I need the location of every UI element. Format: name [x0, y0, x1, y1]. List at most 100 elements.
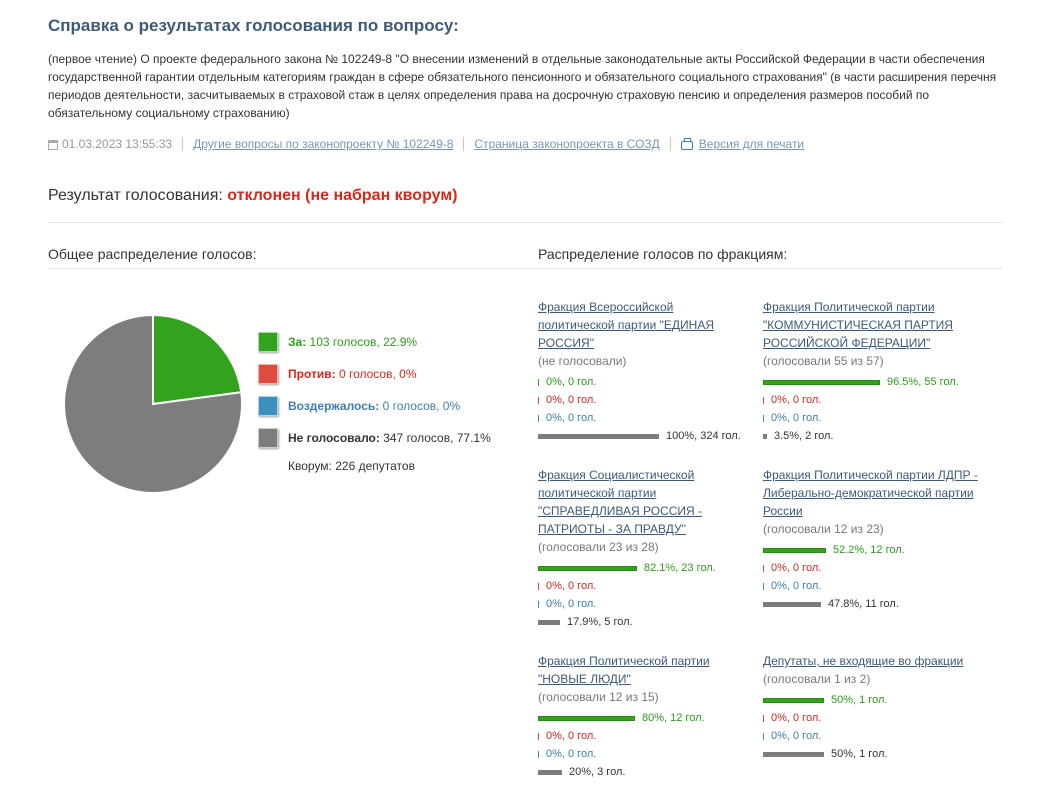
stat-text: 80%, 12 гол. — [642, 712, 705, 724]
divider — [182, 137, 184, 151]
stat-text: 17.9%, 5 гол. — [567, 616, 633, 628]
stat-bar-against — [538, 732, 539, 740]
faction-block: Фракция Политической партии "НОВЫЕ ЛЮДИ"… — [538, 652, 758, 781]
faction-stats: 82.1%, 23 гол. 0%, 0 гол. 0%, 0 гол. 17.9%,… — [538, 559, 758, 631]
stat-row-for: 52.2%, 12 гол. — [763, 541, 983, 559]
stat-text: 0%, 0 гол. — [771, 580, 822, 592]
other-questions-link[interactable]: Другие вопросы по законопроекту № 102249… — [193, 137, 454, 151]
vote-result: Результат голосования: отклонен (не набр… — [48, 187, 458, 205]
faction-name-link[interactable]: Депутаты, не входящие во фракции — [763, 654, 964, 668]
stat-bar-none — [538, 619, 560, 625]
legend-value: 0 голосов, 0% — [335, 367, 417, 381]
divider — [48, 268, 1003, 269]
stat-text: 3.5%, 2 гол. — [774, 430, 834, 442]
faction-stats: 96.5%, 55 гол. 0%, 0 гол. 0%, 0 гол. 3.5%, … — [763, 373, 983, 445]
stat-row-abstain: 0%, 0 гол. — [538, 595, 758, 613]
faction-stats: 80%, 12 гол. 0%, 0 гол. 0%, 0 гол. 20%, 3 г… — [538, 709, 758, 781]
stat-row-for: 50%, 1 гол. — [763, 691, 983, 709]
stat-row-against: 0%, 0 гол. — [538, 391, 758, 409]
legend-label: Воздержалось: — [288, 399, 380, 413]
stat-text: 0%, 0 гол. — [546, 598, 597, 610]
print-version-link[interactable]: Версия для печати — [698, 137, 805, 151]
stat-row-abstain: 0%, 0 гол. — [538, 409, 758, 427]
stat-row-against: 0%, 0 гол. — [538, 727, 758, 745]
stat-bar-against — [538, 396, 539, 404]
stat-bar-for — [763, 379, 880, 385]
stat-row-abstain: 0%, 0 гол. — [763, 409, 983, 427]
faction-block: Фракция Политической партии "КОММУНИСТИЧ… — [763, 298, 983, 445]
stat-bar-none — [538, 769, 562, 775]
faction-subtitle: (голосовали 12 из 15) — [538, 690, 659, 704]
legend-item-against: Против: 0 голосов, 0% — [258, 363, 491, 385]
stat-text: 0%, 0 гол. — [771, 562, 822, 574]
stat-row-abstain: 0%, 0 гол. — [538, 745, 758, 763]
faction-name-link[interactable]: Фракция Политической партии "КОММУНИСТИЧ… — [763, 300, 953, 350]
stat-bar-none — [763, 433, 767, 439]
legend-text: За: 103 голосов, 22.9% — [288, 335, 417, 349]
stat-row-for: 82.1%, 23 гол. — [538, 559, 758, 577]
stat-text: 96.5%, 55 гол. — [887, 376, 959, 388]
faction-subtitle: (не голосовали) — [538, 354, 627, 368]
stat-bar-for — [763, 547, 826, 553]
printer-icon[interactable] — [680, 137, 693, 150]
stat-bar-for — [763, 697, 824, 703]
stat-text: 0%, 0 гол. — [771, 394, 822, 406]
stat-row-abstain: 0%, 0 гол. — [763, 727, 983, 745]
overall-pie-chart — [63, 313, 243, 494]
legend-text: Против: 0 голосов, 0% — [288, 367, 417, 381]
meta-bar: 01.03.2023 13:55:33 Другие вопросы по за… — [48, 137, 804, 151]
faction-name-link[interactable]: Фракция Всероссийской политической парти… — [538, 300, 715, 350]
stat-text: 0%, 0 гол. — [771, 712, 822, 724]
stat-bar-none — [538, 433, 659, 439]
stat-bar-against — [763, 564, 764, 572]
stat-row-for: 0%, 0 гол. — [538, 373, 758, 391]
faction-subtitle: (голосовали 1 из 2) — [763, 672, 871, 686]
faction-name-link[interactable]: Фракция Политической партии ЛДПР - Либер… — [763, 468, 978, 518]
legend-label: Против: — [288, 367, 336, 381]
legend-item-for: За: 103 голосов, 22.9% — [258, 331, 491, 353]
pie-slice-none — [63, 313, 243, 494]
calendar-icon — [48, 140, 58, 150]
stat-bar-for — [538, 715, 635, 721]
stat-bar-against — [763, 396, 764, 404]
stat-row-none: 100%, 324 гол. — [538, 427, 758, 445]
stat-row-against: 0%, 0 гол. — [763, 391, 983, 409]
stat-row-none: 3.5%, 2 гол. — [763, 427, 983, 445]
legend-swatch — [258, 396, 278, 416]
stat-row-against: 0%, 0 гол. — [538, 577, 758, 595]
stat-bar-abstain — [538, 600, 539, 608]
sozd-page-link[interactable]: Страница законопроекта в СОЗД — [474, 137, 660, 151]
stat-bar-against — [538, 582, 539, 590]
stat-row-none: 50%, 1 гол. — [763, 745, 983, 763]
stat-text: 0%, 0 гол. — [546, 580, 597, 592]
legend-value: 0 голосов, 0% — [379, 399, 461, 413]
stat-text: 82.1%, 23 гол. — [644, 562, 716, 574]
legend-item-none: Не голосовало: 347 голосов, 77.1% — [258, 427, 491, 449]
legend-swatch — [258, 428, 278, 448]
pie-slice-for — [152, 313, 243, 406]
stat-text: 0%, 0 гол. — [546, 376, 597, 388]
stat-text: 52.2%, 12 гол. — [833, 544, 905, 556]
legend-text: Не голосовало: 347 голосов, 77.1% — [288, 431, 491, 445]
stat-text: 20%, 3 гол. — [569, 766, 626, 778]
pie-legend: За: 103 голосов, 22.9% Против: 0 голосов,… — [258, 331, 491, 473]
legend-item-abstain: Воздержалось: 0 голосов, 0% — [258, 395, 491, 417]
stat-bar-abstain — [538, 750, 539, 758]
stat-text: 0%, 0 гол. — [771, 412, 822, 424]
stat-text: 0%, 0 гол. — [546, 748, 597, 760]
stat-text: 50%, 1 гол. — [831, 694, 888, 706]
divider — [463, 137, 465, 151]
faction-subtitle: (голосовали 12 из 23) — [763, 522, 884, 536]
stat-bar-against — [763, 714, 764, 722]
faction-name-link[interactable]: Фракция Политической партии "НОВЫЕ ЛЮДИ" — [538, 654, 710, 686]
stat-text: 0%, 0 гол. — [546, 394, 597, 406]
stat-text: 47.8%, 11 гол. — [828, 598, 899, 610]
stat-bar-abstain — [538, 414, 539, 422]
stat-row-none: 17.9%, 5 гол. — [538, 613, 758, 631]
faction-stats: 0%, 0 гол. 0%, 0 гол. 0%, 0 гол. 100%, 324 … — [538, 373, 758, 445]
faction-name-link[interactable]: Фракция Социалистической политической па… — [538, 468, 703, 536]
stat-row-none: 20%, 3 гол. — [538, 763, 758, 781]
divider — [669, 137, 671, 151]
divider — [48, 222, 1003, 223]
legend-swatch — [258, 332, 278, 352]
